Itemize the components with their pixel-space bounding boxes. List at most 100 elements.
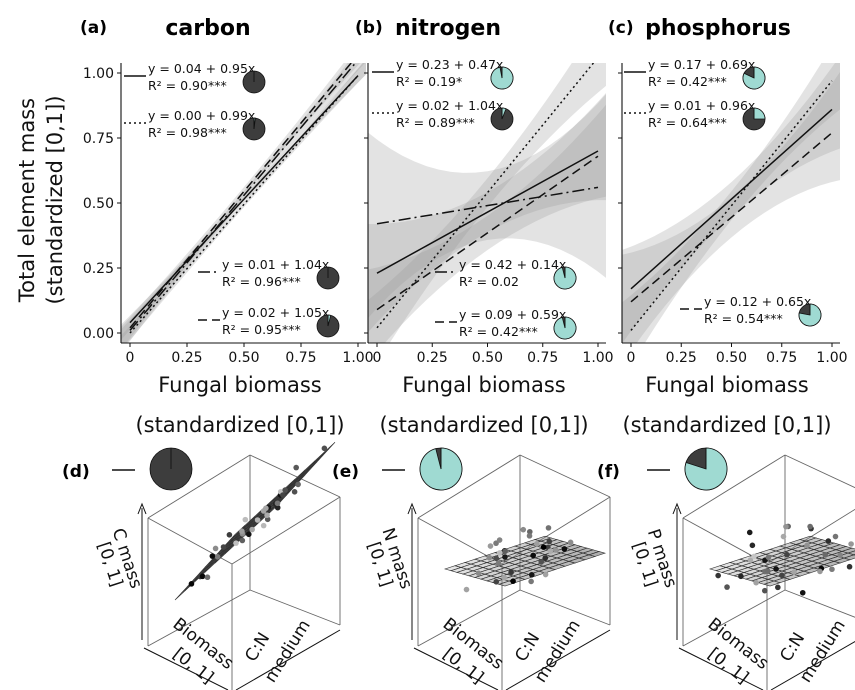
confidence-bands [622, 63, 840, 343]
y-tick-label: 0.50 [83, 196, 114, 212]
legend-dashed: y = 0.09 + 0.59x R² = 0.42*** [435, 307, 577, 340]
observation-point [751, 553, 757, 560]
y-tick-label: 1.00 [83, 66, 114, 82]
observation-point [199, 573, 206, 580]
observation-point [567, 539, 574, 546]
r-squared: R² = 0.96*** [222, 274, 301, 289]
variance-pie [798, 303, 822, 327]
observation-point [242, 516, 249, 523]
cube-edge [147, 589, 251, 647]
cube-edge [784, 454, 855, 489]
regression-surface [708, 535, 855, 587]
regression-lines [129, 63, 359, 334]
equation: y = 0.01 + 0.96x [648, 98, 755, 113]
cube-edge [519, 454, 611, 498]
x-tick-label: 0.50 [472, 350, 503, 366]
cube-edge [147, 454, 251, 519]
mesh-cell [318, 442, 336, 459]
observation-point [724, 584, 730, 590]
observation-point [799, 589, 806, 596]
line-dashed [129, 63, 353, 329]
cube-edge [682, 589, 786, 647]
x-axis-label-units: (standardized [0,1]) [622, 413, 831, 437]
observation-point [753, 579, 759, 586]
r-squared: R² = 0.42*** [648, 74, 727, 89]
observation-point [274, 500, 281, 507]
observation-point [534, 541, 540, 547]
panel-a: 0 0.25 0.50 0.75 1.00 0.00 0.25 0.50 0.75 1.00 (a)… [80, 16, 374, 366]
observation-point [837, 552, 844, 558]
observation-point [542, 555, 549, 561]
panel-b: 0 0.25 0.50 0.75 1.00 (b) nitrogen y = 0.23 + 0… [355, 16, 614, 366]
x-axis-label: Fungal biomass [402, 373, 565, 397]
observation-point [817, 568, 823, 575]
observation-point [264, 512, 270, 519]
observation-point [295, 481, 301, 488]
observation-point [508, 569, 514, 576]
r-squared: R² = 0.95*** [222, 322, 301, 337]
observation-point [280, 492, 286, 498]
observation-point [188, 581, 195, 587]
panel-label: (d) [62, 462, 90, 482]
line-dashdot [376, 186, 599, 225]
band-solid [622, 63, 840, 343]
observation-point [761, 587, 768, 594]
mesh-cell [842, 554, 855, 561]
observation-point [848, 541, 854, 547]
variance-pie [553, 316, 577, 340]
observation-point [825, 538, 832, 544]
variance-pie [242, 70, 266, 94]
legend-dashed: y = 0.02 + 1.05x R² = 0.95*** [198, 305, 340, 338]
observation-point [260, 522, 267, 529]
observation-point [547, 548, 554, 554]
observation-point [746, 529, 753, 536]
panel-label: (e) [332, 462, 359, 482]
legend-solid: y = 0.17 + 0.69x R² = 0.42*** [624, 57, 766, 90]
cube-edge [784, 589, 855, 618]
medium-axis-arrow [770, 640, 855, 690]
variance-pie [316, 266, 340, 290]
r-squared: R² = 0.02 [459, 274, 519, 289]
observation-point [239, 537, 246, 544]
equation: y = 0.09 + 0.59x [459, 307, 566, 322]
z-axis-arrow-head [137, 502, 147, 515]
observation-point [502, 554, 508, 560]
observation-point [530, 552, 537, 559]
observation-point [528, 571, 535, 578]
r-squared: R² = 0.89*** [396, 115, 475, 130]
x-tick-label: 1.00 [582, 350, 613, 366]
line-dashed [376, 155, 599, 311]
medium-axis-label-units: medium [261, 616, 315, 686]
cube-edge [519, 589, 611, 626]
band-dashed [622, 72, 840, 343]
line-dashed [630, 132, 833, 303]
legend-dotted: y = 0.02 + 1.04x R² = 0.89*** [372, 98, 514, 131]
observation-point [495, 560, 502, 567]
observation-point [487, 543, 494, 549]
variance-pie-light [798, 303, 822, 327]
line-dotted [376, 63, 595, 329]
observation-point [526, 533, 533, 539]
observation-point [829, 566, 835, 573]
band-dashed [121, 63, 361, 343]
observation-point [783, 523, 789, 530]
observation-point [747, 557, 754, 563]
observation-point [715, 572, 721, 579]
variance-pie [742, 66, 766, 90]
observation-point [779, 572, 785, 579]
observation-point [807, 523, 813, 530]
variance-pie [742, 107, 766, 131]
observation-point [546, 538, 553, 545]
observation-point [321, 445, 328, 452]
observation-point [765, 568, 771, 574]
observation-point [822, 552, 829, 558]
observation-point [780, 533, 787, 540]
medium-axis-label-units: medium [531, 616, 585, 686]
cube-frame [417, 454, 611, 690]
observation-point [493, 555, 500, 562]
observation-point [528, 578, 534, 585]
observation-point [542, 571, 549, 578]
cube-edge [249, 589, 341, 626]
